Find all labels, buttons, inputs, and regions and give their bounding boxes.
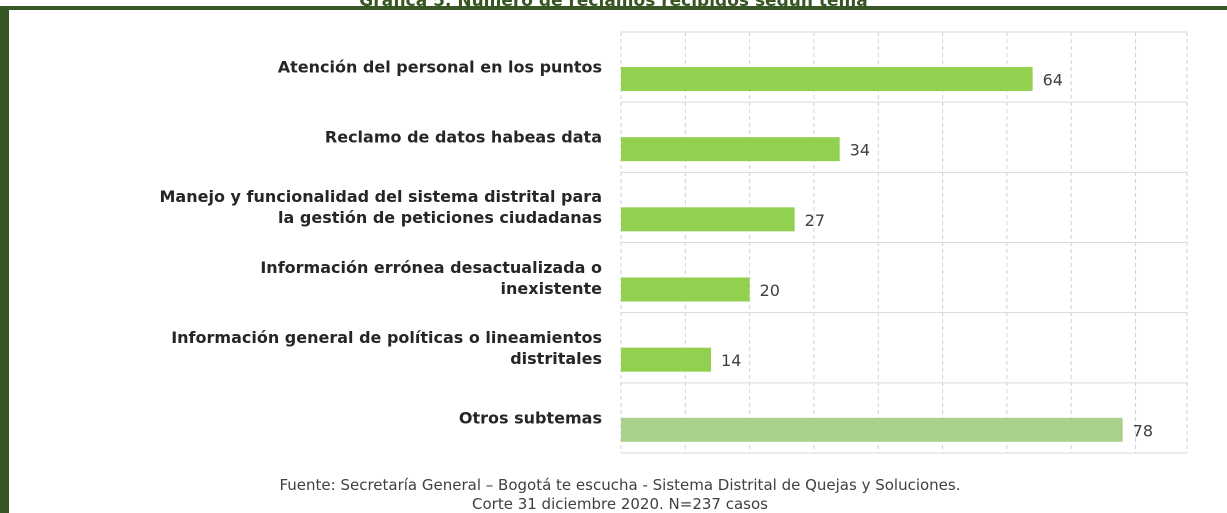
category-label: Atención del personal en los puntos	[277, 57, 602, 77]
frame-left	[0, 6, 9, 513]
category-label: Reclamo de datos habeas data	[324, 127, 602, 147]
bar	[621, 67, 1033, 91]
category-label: Manejo y funcionalidad del sistema distr…	[159, 187, 603, 228]
category-label: Información general de políticas o linea…	[171, 327, 602, 368]
source-note: Corte 31 diciembre 2020. N=237 casos	[472, 495, 768, 513]
value-label: 64	[1043, 71, 1063, 90]
bar	[621, 207, 795, 232]
frame-top	[0, 6, 1227, 10]
source-note: Fuente: Secretaría General – Bogotá te e…	[279, 476, 961, 494]
value-label: 34	[850, 141, 870, 160]
bar	[621, 417, 1123, 442]
chart-title: Gráfica 5. Número de reclamos recibidos …	[359, 0, 868, 11]
value-label: 14	[721, 351, 741, 370]
bar	[621, 137, 840, 162]
value-label: 20	[760, 281, 780, 300]
bar	[621, 347, 712, 372]
category-label: Información errónea desactualizada o ine…	[260, 257, 602, 298]
category-label: Otros subtemas	[458, 408, 602, 428]
value-label: 78	[1133, 421, 1153, 440]
bar	[621, 277, 750, 302]
value-label: 27	[805, 211, 825, 230]
